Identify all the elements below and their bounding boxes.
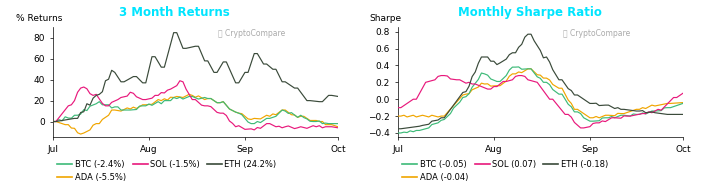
Text: % Returns: % Returns bbox=[15, 14, 62, 23]
Text: ⓘ CryptoCompare: ⓘ CryptoCompare bbox=[563, 29, 630, 38]
Text: ⓘ CryptoCompare: ⓘ CryptoCompare bbox=[218, 29, 285, 38]
Text: 3 Month Returns: 3 Month Returns bbox=[119, 6, 230, 19]
Text: Sharpe: Sharpe bbox=[369, 14, 401, 23]
Legend: BTC (-2.4%), ADA (-5.5%), SOL (-1.5%), ETH (24.2%): BTC (-2.4%), ADA (-5.5%), SOL (-1.5%), E… bbox=[54, 157, 279, 186]
Legend: BTC (-0.05), ADA (-0.04), SOL (0.07), ETH (-0.18): BTC (-0.05), ADA (-0.04), SOL (0.07), ET… bbox=[399, 157, 611, 186]
Text: Monthly Sharpe Ratio: Monthly Sharpe Ratio bbox=[458, 6, 602, 19]
